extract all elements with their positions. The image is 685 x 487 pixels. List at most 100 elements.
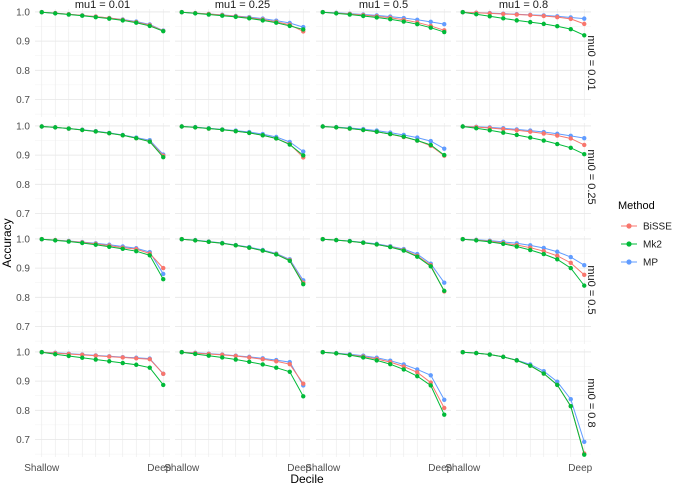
y-axis-title: Accuracy xyxy=(0,218,14,267)
point-mk2 xyxy=(374,242,379,247)
point-bisse xyxy=(233,353,238,359)
point-mk2 xyxy=(541,371,546,376)
point-mk2 xyxy=(39,10,44,15)
point-mk2 xyxy=(568,145,573,151)
point-mk2 xyxy=(80,13,85,18)
panel-r1-c2 xyxy=(175,9,310,117)
point-mk2 xyxy=(501,16,506,21)
point-mp xyxy=(582,16,587,21)
point-mk2 xyxy=(206,239,211,245)
point-mk2 xyxy=(147,365,152,370)
point-mk2 xyxy=(528,247,533,253)
point-mk2 xyxy=(361,240,366,245)
point-mk2 xyxy=(93,14,98,20)
point-mk2 xyxy=(53,125,58,130)
point-mk2 xyxy=(161,28,166,34)
series-line-mp xyxy=(462,351,585,442)
series-line-mk2 xyxy=(41,11,164,32)
panel-r3-c2 xyxy=(175,236,310,344)
point-mk2 xyxy=(514,132,519,138)
series-line-mk2 xyxy=(322,238,445,292)
point-mk2 xyxy=(347,239,352,244)
point-mk2 xyxy=(460,350,465,355)
point-mp xyxy=(442,146,447,151)
panel-r4-c2 xyxy=(175,349,310,457)
panel-r4-c4 xyxy=(456,349,591,457)
point-mk2 xyxy=(134,20,139,25)
point-mk2 xyxy=(260,362,265,367)
y-tick-label: 0.9 xyxy=(16,264,30,275)
series-line-bisse xyxy=(181,351,304,385)
point-mk2 xyxy=(301,27,306,32)
point-mk2 xyxy=(361,13,366,19)
point-bisse xyxy=(107,354,112,359)
row-strip-label: mu0 = 0.5 xyxy=(585,265,597,314)
panel-r2-c4 xyxy=(456,123,591,231)
point-mk2 xyxy=(134,135,139,141)
column-strip-label: mu1 = 0.5 xyxy=(359,0,408,11)
point-mk2 xyxy=(474,126,479,131)
point-mk2 xyxy=(582,33,587,38)
point-mk2 xyxy=(487,352,492,357)
y-tick-label: 0.8 xyxy=(16,406,30,417)
y-tick-label: 0.8 xyxy=(16,293,30,304)
series-line-bisse xyxy=(322,351,445,409)
legend-item-mk2: Mk2 xyxy=(621,240,662,251)
panel-r2-c1 xyxy=(35,123,170,231)
point-mk2 xyxy=(161,382,166,388)
series-line-mk2 xyxy=(322,126,445,156)
point-mp xyxy=(582,135,587,141)
series-line-bisse xyxy=(41,11,164,32)
point-mk2 xyxy=(541,21,546,27)
series-line-bisse xyxy=(462,351,585,454)
x-tick-label-shallow: Shallow xyxy=(445,463,481,474)
point-mk2 xyxy=(528,19,533,25)
point-mp xyxy=(442,397,447,402)
facet-strips: mu1 = 0.01 mu1 = 0.25 mu1 = 0.5 mu1 = 0.8 mu… xyxy=(75,0,597,428)
series-line-mp xyxy=(41,11,164,32)
point-mk2 xyxy=(374,358,379,363)
row-strip-label: mu0 = 0.25 xyxy=(585,149,597,204)
point-mk2 xyxy=(514,244,519,249)
point-mk2 xyxy=(193,351,198,357)
series-line-mp xyxy=(181,238,304,281)
point-mk2 xyxy=(514,358,519,363)
point-mk2 xyxy=(301,153,306,158)
panel-r1-c1 xyxy=(35,9,170,117)
point-mk2 xyxy=(80,355,85,360)
point-mp xyxy=(428,19,433,25)
point-mk2 xyxy=(161,277,166,282)
point-mk2 xyxy=(514,18,519,23)
point-mk2 xyxy=(334,11,339,16)
point-mk2 xyxy=(460,10,465,15)
point-bisse xyxy=(134,356,139,361)
point-mk2 xyxy=(274,136,279,141)
y-tick-label: 1.0 xyxy=(16,7,30,18)
point-bisse xyxy=(555,14,560,20)
point-bisse xyxy=(568,16,573,22)
panel-r1-c4 xyxy=(456,9,591,117)
point-mk2 xyxy=(247,359,252,365)
legend: Method BiSSE Mk2 MP xyxy=(618,200,672,269)
point-mk2 xyxy=(334,237,339,243)
column-strip-label: mu1 = 0.01 xyxy=(75,0,130,11)
y-tick-label: 0.7 xyxy=(16,95,30,106)
point-mk2 xyxy=(555,141,560,147)
point-mk2 xyxy=(347,12,352,17)
point-mk2 xyxy=(555,257,560,262)
point-mk2 xyxy=(260,133,265,138)
point-mk2 xyxy=(361,355,366,360)
point-bisse xyxy=(582,142,587,148)
point-mk2 xyxy=(388,131,393,137)
point-mp xyxy=(541,245,546,251)
point-mp xyxy=(568,254,573,260)
series-line-mp xyxy=(181,126,304,153)
point-mk2 xyxy=(415,254,420,259)
point-mk2 xyxy=(415,373,420,379)
point-mk2 xyxy=(66,239,71,244)
series-line-mk2 xyxy=(181,11,304,30)
point-mk2 xyxy=(460,124,465,129)
series-line-bisse xyxy=(41,126,164,157)
facet-panels xyxy=(35,9,591,457)
point-mk2 xyxy=(474,350,479,356)
